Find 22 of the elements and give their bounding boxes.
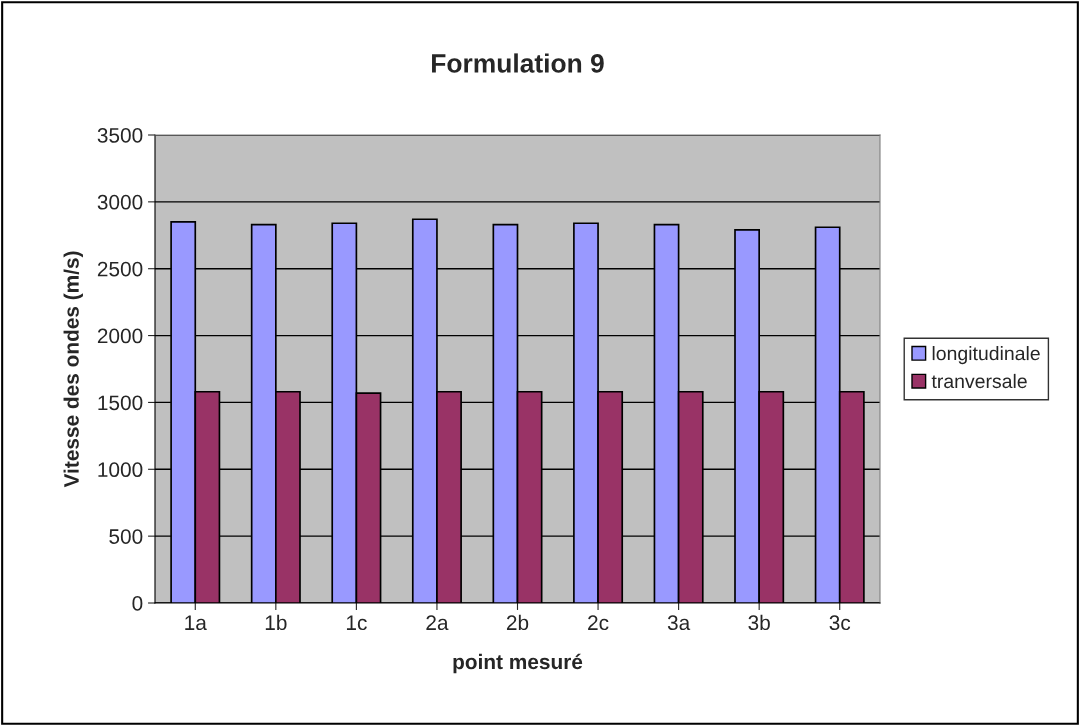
y-tick-label: 500 xyxy=(109,529,143,544)
x-tick-label: 1b xyxy=(265,614,287,631)
x-tick-label: 2b xyxy=(506,614,529,631)
y-axis-title: Vitesse des ondes (m/s) xyxy=(63,251,83,488)
legend-label: longitudinale xyxy=(932,346,1040,365)
x-axis-title: point mesuré xyxy=(453,653,583,674)
x-tick-label: 3b xyxy=(748,614,770,631)
x-tick-label: 2a xyxy=(426,615,449,631)
x-tick-label: 1c xyxy=(346,615,367,631)
y-tick-label: 1500 xyxy=(98,395,143,411)
y-tick-label: 0 xyxy=(132,596,143,611)
y-tick-label: 3500 xyxy=(97,128,143,143)
y-tick-label: 2000 xyxy=(97,328,143,344)
legend-label: tranversale xyxy=(931,373,1027,389)
y-tick-label: 3000 xyxy=(97,194,143,210)
y-tick-label: 1000 xyxy=(98,462,143,478)
x-tick-label: 3a xyxy=(667,615,691,631)
x-tick-label: 3c xyxy=(829,615,851,631)
x-tick-label: 2c xyxy=(588,615,609,631)
x-tick-label: 1a xyxy=(185,615,207,631)
chart-title: Formulation 9 xyxy=(432,53,604,73)
y-tick-label: 2500 xyxy=(97,261,143,277)
